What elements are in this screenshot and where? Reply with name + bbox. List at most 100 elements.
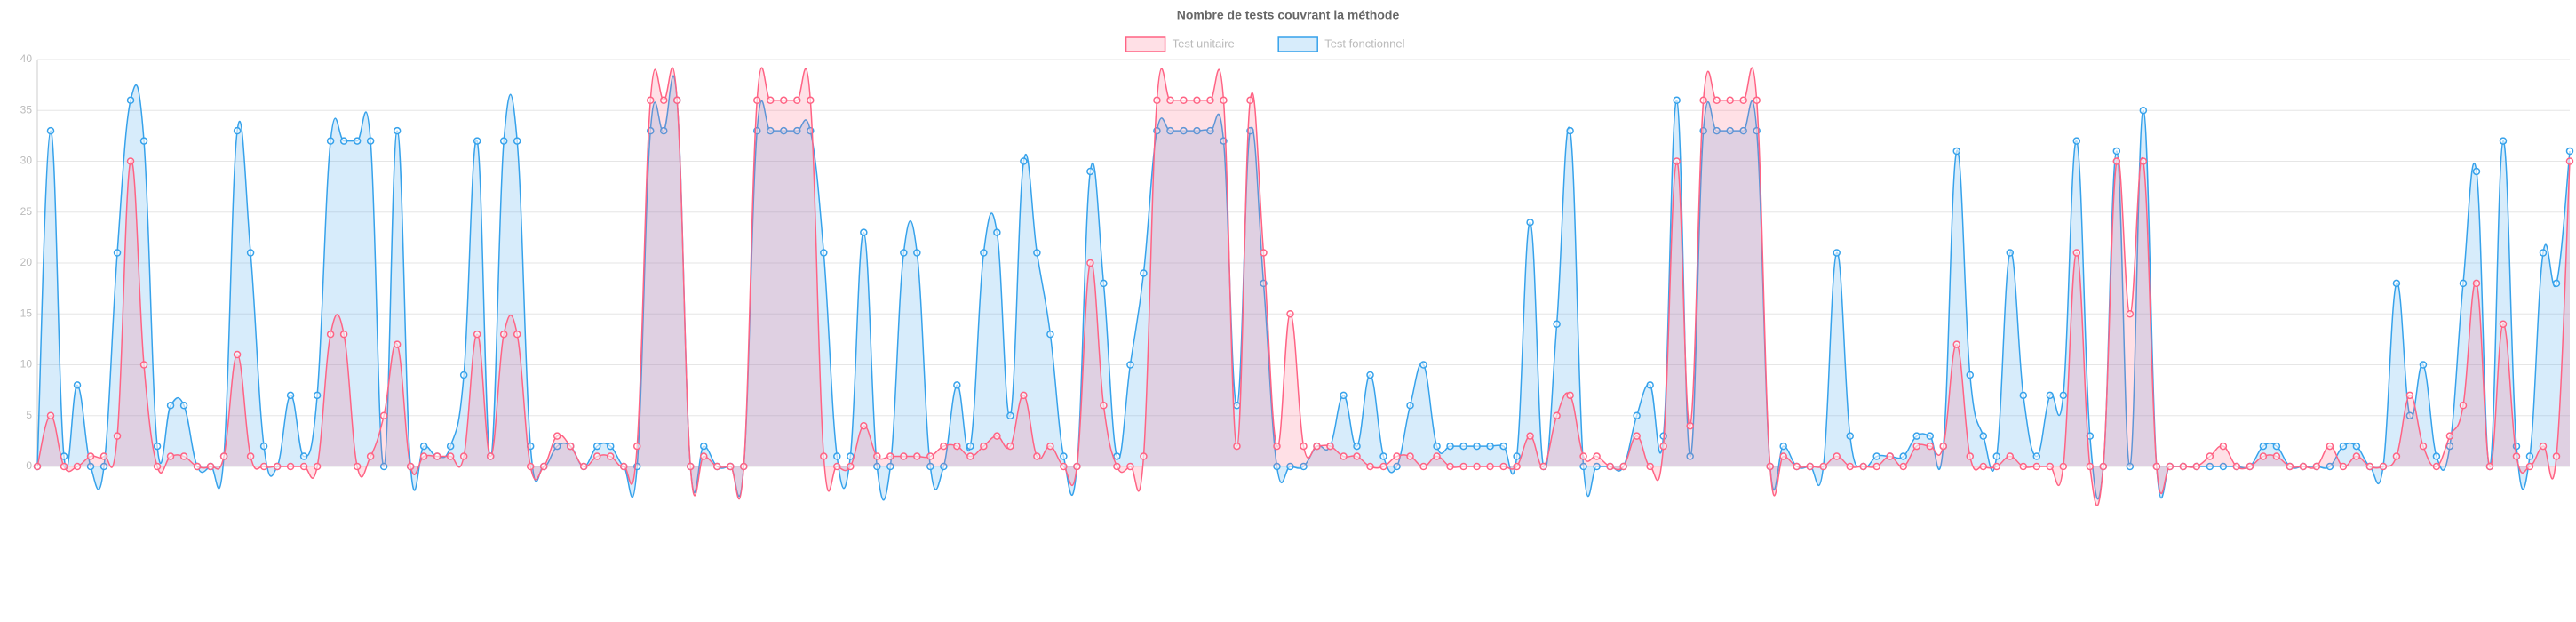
point [1046,330,1054,339]
point [1793,462,1801,471]
point [2472,279,2481,288]
point [1459,442,1467,451]
point [606,452,615,460]
point [86,452,95,460]
point [1553,320,1561,328]
point [2405,391,2414,400]
point [1726,96,1734,105]
point [1846,462,1854,471]
point [499,330,508,339]
y-tick-label: 30 [20,155,33,167]
point [166,402,175,410]
point [966,442,974,451]
point [1992,462,2001,471]
point [1286,310,1294,318]
point [2246,462,2254,471]
point [900,452,908,460]
point [1446,462,1454,471]
point [1513,462,1521,471]
point [1886,452,1894,460]
point [1966,371,1975,379]
point [2352,452,2361,460]
point [299,452,308,460]
point [1379,462,1387,471]
area [37,76,2570,500]
point [2539,442,2548,451]
point [1633,432,1641,440]
point [419,442,428,451]
point [1406,402,1414,410]
point [2059,391,2068,400]
point [1060,462,1068,471]
point [1126,361,1134,369]
point [1033,249,1041,257]
point [1020,391,1028,400]
point [1593,452,1601,460]
point [1353,452,1361,460]
point [1899,462,1907,471]
point [913,249,921,257]
point [1233,442,1241,451]
point [1766,462,1774,471]
point [1899,452,1907,460]
point [1393,452,1401,460]
point [473,330,481,339]
point [486,452,495,460]
point [2379,462,2388,471]
point [2392,279,2401,288]
point [2139,107,2148,115]
point [2046,391,2055,400]
line [36,67,2571,506]
point [99,462,108,471]
point [2006,452,2015,460]
point [1526,432,1534,440]
point [1393,462,1401,471]
point [1406,452,1414,460]
point [2006,249,2015,257]
point [860,228,868,236]
point [2072,137,2081,145]
point [2525,462,2534,471]
point [2166,462,2174,471]
point [193,462,202,471]
point [2206,452,2214,460]
point [60,462,68,471]
point [820,452,828,460]
point [1446,442,1454,451]
point [1713,96,1721,105]
point [1100,402,1108,410]
point [2112,157,2121,165]
point [926,452,934,460]
point [1819,462,1827,471]
point [780,126,788,135]
point [379,462,388,471]
point [313,462,322,471]
point [1939,442,1948,451]
point [592,442,601,451]
y-tick-label: 35 [20,103,33,116]
point [286,462,295,471]
point [2419,361,2428,369]
point [1646,462,1654,471]
point [433,452,441,460]
point [1566,126,1574,135]
point [886,462,894,471]
point [2565,147,2574,156]
point [339,137,348,145]
point [2392,452,2401,460]
point [1086,167,1094,176]
point [1579,462,1587,471]
point [339,330,348,339]
point [299,462,308,471]
point [2219,462,2228,471]
point [833,452,841,460]
y-tick-label: 25 [20,205,33,218]
point [126,96,135,105]
point [553,442,561,451]
point [1006,442,1014,451]
point [1326,442,1334,451]
point [1419,361,1427,369]
point [767,96,775,105]
point [1220,96,1228,105]
point [1260,249,1268,257]
